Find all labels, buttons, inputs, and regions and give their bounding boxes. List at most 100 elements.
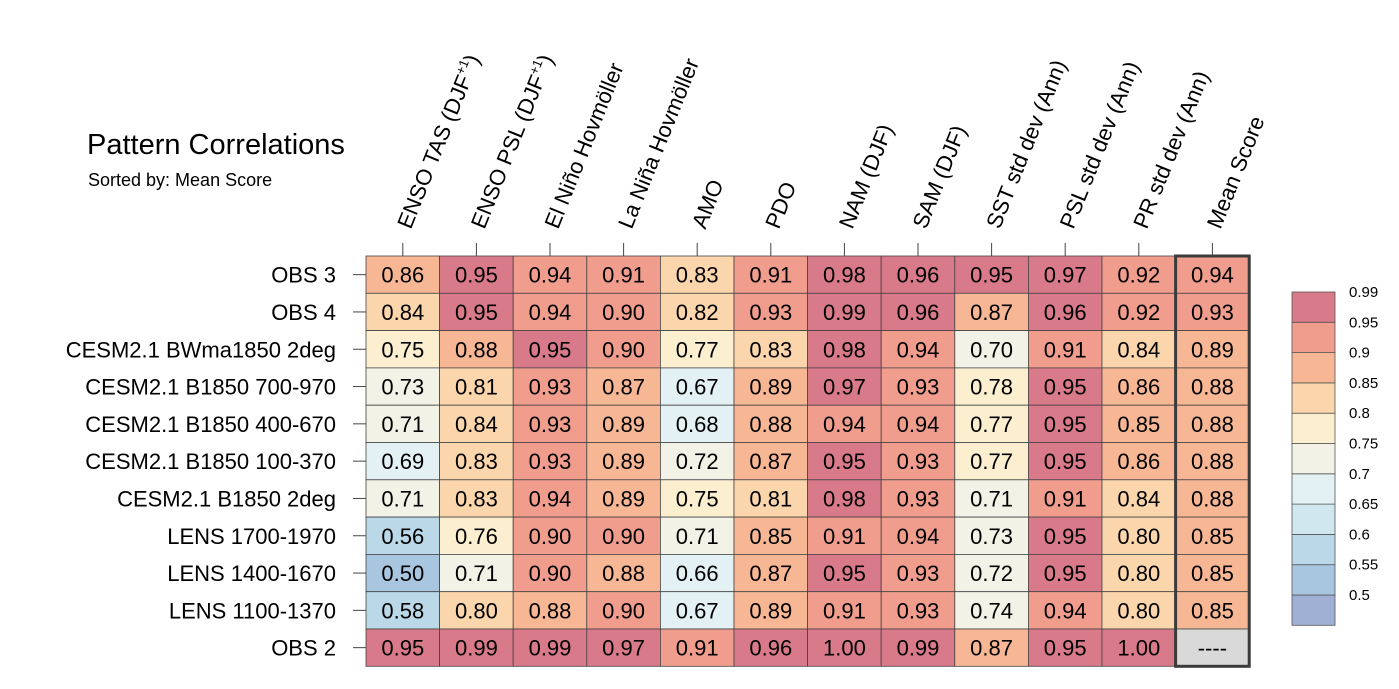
cell-value-label: 0.84	[1117, 337, 1160, 362]
heatmap-cell	[512, 516, 588, 555]
colorbar-swatch	[1291, 412, 1336, 444]
heatmap-cell	[1028, 367, 1103, 406]
cell-value-label: 0.77	[676, 337, 719, 362]
heatmap-cell	[660, 292, 735, 331]
heatmap-cell	[880, 404, 956, 443]
heatmap-cell	[586, 330, 661, 369]
chart-subtitle: Sorted by: Mean Score	[88, 170, 272, 190]
cell-value-label: 0.96	[1044, 300, 1087, 325]
heatmap-cell	[365, 516, 440, 555]
column-label: PDO	[760, 178, 801, 232]
heatmap-cell	[880, 628, 956, 667]
cell-value-label: 0.91	[1044, 486, 1087, 511]
cell-value-label: 0.71	[381, 412, 424, 437]
row-label: CESM2.1 B1850 100-370	[85, 449, 336, 474]
column-label: La Niña Hovmöller	[613, 55, 704, 232]
cell-value-label: 0.88	[529, 598, 572, 623]
cell-value-label: 0.88	[1191, 412, 1234, 437]
cell-value-label: 0.91	[823, 524, 866, 549]
heatmap-cell	[1101, 479, 1176, 518]
cell-value-label: 0.86	[1117, 449, 1160, 474]
cell-value-label: 0.98	[823, 486, 866, 511]
heatmap-cell	[880, 292, 956, 331]
cell-value-label: 0.94	[529, 263, 572, 288]
column-label: PR std dev (Ann)	[1128, 67, 1214, 232]
cell-value-label: 0.99	[455, 636, 498, 661]
colorbar-swatch	[1291, 534, 1336, 566]
cell-value-label: 0.89	[602, 449, 645, 474]
heatmap-cell	[660, 591, 735, 630]
heatmap-cell	[439, 479, 514, 518]
cell-value-label: 0.93	[897, 449, 940, 474]
cell-value-label: 0.94	[1191, 263, 1234, 288]
cell-value-label: 0.67	[676, 598, 719, 623]
cell-value-label: ----	[1198, 636, 1227, 661]
cell-value-label: 0.97	[1044, 263, 1087, 288]
cell-value-label: 0.94	[897, 412, 940, 437]
cell-value-label: 0.73	[970, 524, 1013, 549]
heatmap-cell	[733, 554, 808, 593]
row-label: OBS 2	[271, 636, 336, 661]
column-label: El Niño Hovmöller	[539, 59, 628, 232]
heatmap-cell	[439, 554, 514, 593]
heatmap-cell	[954, 367, 1029, 406]
cell-value-label: 0.88	[1191, 486, 1234, 511]
heatmap-cell	[1101, 404, 1176, 443]
heatmap-cell	[365, 442, 440, 481]
cell-value-label: 0.95	[529, 337, 572, 362]
heatmap-cell	[586, 628, 661, 667]
heatmap-cell	[880, 255, 956, 294]
cell-value-label: 0.71	[381, 486, 424, 511]
heatmap-cell	[807, 330, 882, 369]
cell-value-label: 0.95	[1044, 561, 1087, 586]
cell-value-label: 0.96	[897, 300, 940, 325]
heatmap-cell	[1101, 516, 1176, 555]
cell-value-label: 0.83	[455, 449, 498, 474]
cell-value-label: 0.84	[1117, 486, 1160, 511]
colorbar-tick-label: 0.95	[1349, 314, 1378, 331]
cell-value-label: 0.91	[602, 263, 645, 288]
cell-value-label: 0.82	[676, 300, 719, 325]
colorbar-tick-label: 0.7	[1349, 466, 1370, 483]
heatmap-cell	[807, 628, 882, 667]
cell-value-label: 0.95	[455, 263, 498, 288]
cell-value-label: 0.95	[381, 636, 424, 661]
heatmap-cell	[1175, 330, 1250, 369]
heatmap-cell	[365, 628, 440, 667]
heatmap-cell	[807, 516, 882, 555]
row-label: LENS 1700-1970	[167, 524, 336, 549]
cell-value-label: 0.95	[1044, 412, 1087, 437]
row-label: OBS 3	[271, 263, 336, 288]
cell-value-label: 0.95	[1044, 375, 1087, 400]
cell-value-label: 0.95	[455, 300, 498, 325]
column-label: Mean Score	[1202, 113, 1270, 232]
heatmap-cell	[1101, 591, 1176, 630]
heatmap-cell	[586, 292, 661, 331]
cell-value-label: 0.91	[676, 636, 719, 661]
column-label: ENSO PSL (DJF+1)	[465, 50, 558, 231]
heatmap-cell	[512, 554, 588, 593]
cell-value-label: 0.95	[970, 263, 1013, 288]
colorbar-tick-label: 0.65	[1349, 496, 1378, 513]
heatmap-cell	[954, 628, 1029, 667]
cell-value-label: 0.89	[602, 486, 645, 511]
heatmap-cell	[660, 330, 735, 369]
column-label: ENSO TAS (DJF+1)	[391, 50, 484, 231]
cell-value-label: 0.91	[749, 263, 792, 288]
cell-value-label: 0.90	[602, 300, 645, 325]
heatmap-cell	[954, 442, 1029, 481]
cell-value-label: 0.87	[970, 636, 1013, 661]
heatmap-cell	[807, 292, 882, 331]
cell-value-label: 0.93	[1191, 300, 1234, 325]
row-label: LENS 1400-1670	[167, 561, 336, 586]
cell-value-label: 0.88	[1191, 375, 1234, 400]
cell-value-label: 0.90	[529, 524, 572, 549]
cell-value-label: 0.90	[602, 598, 645, 623]
cell-value-label: 0.95	[1044, 524, 1087, 549]
heatmap-cell	[1175, 479, 1250, 518]
heatmap-cell	[439, 591, 514, 630]
cell-value-label: 0.93	[897, 375, 940, 400]
heatmap-cell	[880, 554, 956, 593]
row-label: CESM2.1 B1850 700-970	[85, 375, 336, 400]
